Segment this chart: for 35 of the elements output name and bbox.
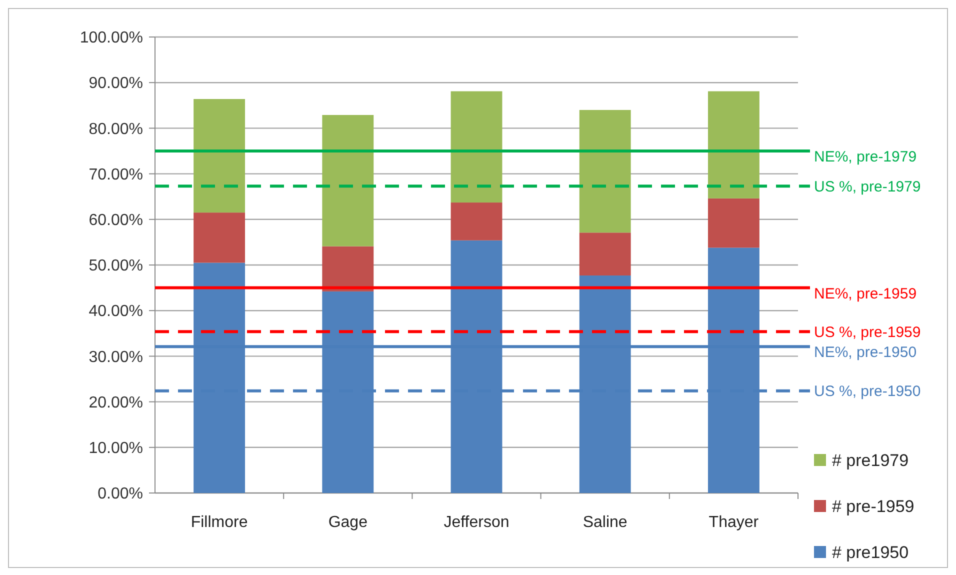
y-tick-label: 60.00% xyxy=(88,212,143,229)
x-tick-label: Jefferson xyxy=(444,514,510,531)
y-tick-label: 40.00% xyxy=(88,303,143,320)
y-tick-label: 80.00% xyxy=(88,120,143,138)
y-tick-label: 0.00% xyxy=(98,486,143,503)
ref-line-label: NE%, pre-1979 xyxy=(814,148,917,166)
bar xyxy=(708,198,760,248)
legend-label: # pre1979 xyxy=(832,450,909,470)
y-tick-label: 50.00% xyxy=(88,258,143,275)
bar xyxy=(450,91,502,203)
bar xyxy=(708,91,760,198)
ref-line-label: NE%, pre-1959 xyxy=(814,285,917,302)
ref-line-label: US %, pre-1950 xyxy=(814,383,921,400)
bar xyxy=(450,202,502,240)
ref-line-label: US %, pre-1979 xyxy=(814,178,921,196)
x-tick-label: Thayer xyxy=(708,514,760,531)
x-tick-label: Fillmore xyxy=(190,514,248,531)
y-tick-label: 100.00% xyxy=(80,30,143,47)
y-tick-label: 10.00% xyxy=(88,440,143,457)
y-tick-label: 20.00% xyxy=(88,394,143,412)
bar xyxy=(322,246,374,292)
legend-label: # pre1950 xyxy=(832,542,909,562)
y-tick-label: 70.00% xyxy=(88,166,143,184)
legend-label: # pre-1959 xyxy=(832,496,914,516)
ref-line-label: NE%, pre-1950 xyxy=(814,344,917,362)
bar xyxy=(194,212,246,263)
x-tick-label: Saline xyxy=(582,514,628,531)
y-tick-label: 90.00% xyxy=(88,75,143,92)
bar xyxy=(579,110,631,233)
x-tick-label: Gage xyxy=(328,514,368,531)
bar xyxy=(322,114,374,246)
bar xyxy=(194,99,246,213)
bar xyxy=(579,232,631,276)
ref-line-label: US %, pre-1959 xyxy=(814,324,921,341)
y-tick-label: 30.00% xyxy=(88,348,143,366)
